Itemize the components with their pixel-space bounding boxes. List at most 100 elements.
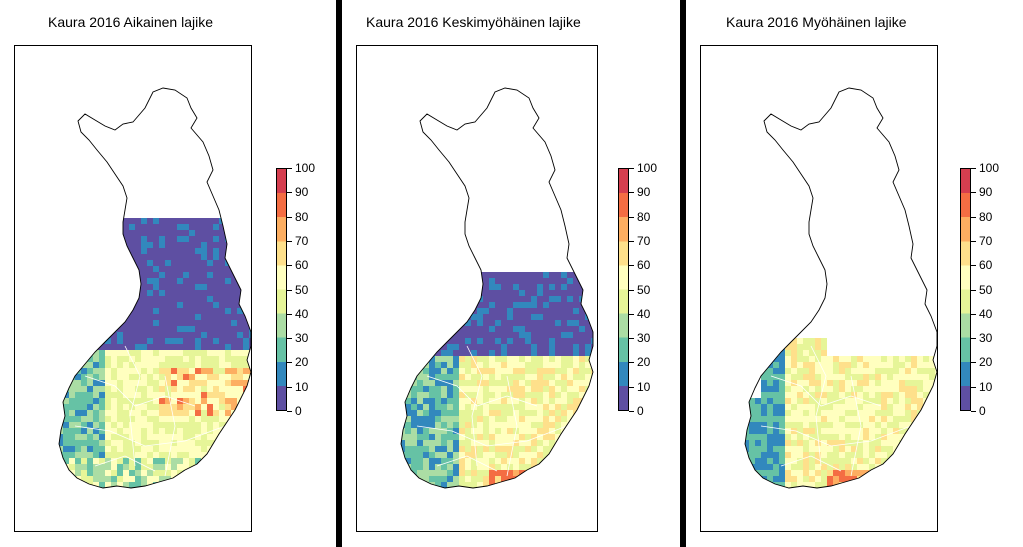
heat-cell [465,290,471,296]
heat-cell [51,308,57,314]
heat-cell [899,362,905,368]
heat-cell [531,470,537,476]
heat-cell [701,422,707,428]
heat-cell [489,404,495,410]
heat-cell [701,440,707,446]
heat-cell [779,356,785,362]
heat-cell [75,458,81,464]
heat-cell [471,422,477,428]
legend-tick-label: 30 [637,331,651,346]
heat-cell [219,224,225,230]
heat-cell [555,302,561,308]
heat-cell [537,374,543,380]
heat-cell [435,476,441,482]
heat-cell [459,356,465,362]
heat-cell [153,446,159,452]
heat-cell [911,356,917,362]
heat-cell [39,248,45,254]
heat-cell [713,458,719,464]
heat-cell [75,284,81,290]
heat-cell [767,416,773,422]
heat-cell [561,458,567,464]
heat-cell [27,254,33,260]
heat-cell [177,362,183,368]
heat-cell [465,344,471,350]
legend-tick [971,411,976,412]
heat-cell [767,464,773,470]
heat-cell [189,494,195,500]
heat-cell [429,452,435,458]
heat-cell [525,284,531,290]
heat-cell [767,392,773,398]
heat-cell [489,488,495,494]
heat-cell [225,308,231,314]
heat-cell [567,320,573,326]
heat-cell [369,314,375,320]
heat-cell [189,386,195,392]
heat-cell [543,410,549,416]
heat-cell [555,494,561,500]
heat-cell [59,332,63,338]
heat-cell [417,284,423,290]
heat-cell [105,452,111,458]
heat-cell [393,278,399,284]
heat-cell [59,230,63,236]
heat-cell [573,350,579,356]
heat-cell [803,428,809,434]
heat-cell [45,308,51,314]
heat-cell [51,260,57,266]
heat-cell [393,464,399,470]
heat-cell [153,386,159,392]
heat-cell [483,308,489,314]
heat-cell [105,404,111,410]
heat-cell [21,434,27,440]
heat-cell [177,428,183,434]
heat-cell [465,374,471,380]
heat-cell [737,446,743,452]
heat-cell [707,446,713,452]
heat-cell [435,356,441,362]
heat-cell [207,476,213,482]
heat-cell [749,422,755,428]
heat-cell [375,296,381,302]
heat-cell [201,356,207,362]
heat-cell [375,386,381,392]
heat-cell [225,266,231,272]
heat-cell [357,296,363,302]
heat-cell [39,446,45,452]
heat-cell [401,356,405,362]
heat-cell [153,236,159,242]
heat-cell [429,428,435,434]
heat-cell [809,344,815,350]
heat-cell [219,470,225,476]
heat-cell [219,332,225,338]
heat-cell [225,446,231,452]
heat-cell [201,302,207,308]
heat-cell [525,308,531,314]
heat-cell [803,494,809,500]
heat-cell [153,230,159,236]
heat-cell [809,422,815,428]
heat-cell [459,380,465,386]
heat-cell [405,488,411,494]
legend-tick-label: 20 [979,355,993,370]
heat-cell [129,356,135,362]
heat-cell [851,374,857,380]
heat-cell [171,248,177,254]
heat-cell [495,278,501,284]
heat-cell [785,464,791,470]
heat-cell [141,428,147,434]
heat-cell [797,338,803,344]
heat-cell [243,296,249,302]
heat-cell [363,314,369,320]
heat-cell [369,392,375,398]
heat-cell [863,428,869,434]
heat-cell [911,410,917,416]
heat-cell [69,320,75,326]
heat-cell [423,290,429,296]
heat-cell [237,242,243,248]
legend-tick [629,386,634,388]
heat-cell [183,422,189,428]
heat-cell [117,224,123,230]
heat-cell [929,356,935,362]
